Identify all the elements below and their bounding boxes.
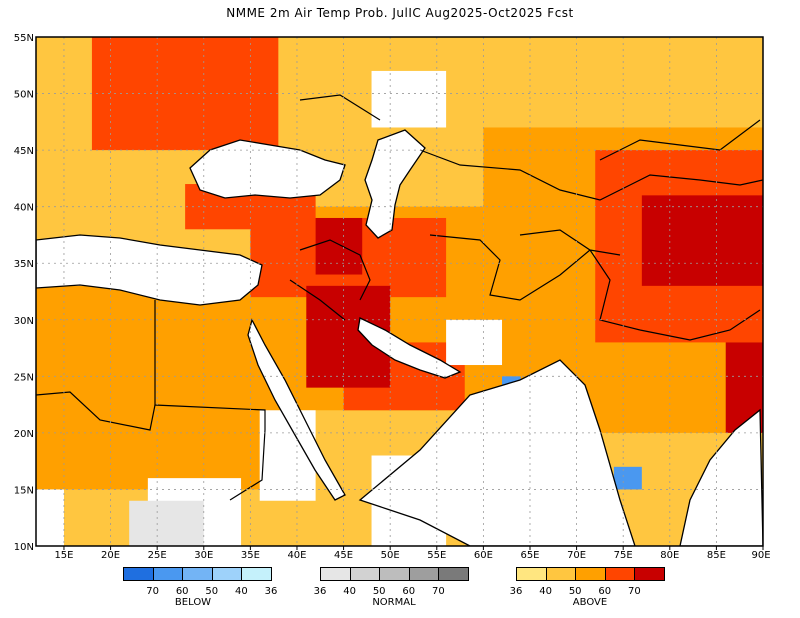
legend-label-below-2: 50 xyxy=(205,586,219,597)
lon-tick-label: 50E xyxy=(381,550,400,561)
legend-label-below-1: 60 xyxy=(175,586,189,597)
lon-tick-label: 20E xyxy=(101,550,120,561)
legend-label-normal-4: 70 xyxy=(432,586,445,597)
legend-swatch-normal-1 xyxy=(349,567,381,581)
legend-label-normal-3: 60 xyxy=(402,586,416,597)
legend-swatch-above-4 xyxy=(634,567,665,581)
legend-label-normal-0: 36 xyxy=(313,586,327,597)
lat-tick-label: 50N xyxy=(14,90,34,101)
legend-swatch-below-2 xyxy=(182,567,213,581)
legend-label-below-3: 40 xyxy=(235,586,248,597)
lon-tick-label: 80E xyxy=(660,550,679,561)
legend-label-below-4: 36 xyxy=(264,586,278,597)
legend-swatch-above-1 xyxy=(545,567,577,581)
legend-below: 70 60 50 40 36 BELOW xyxy=(123,567,277,617)
legend-caption-above: ABOVE xyxy=(572,597,608,608)
legend-label-above-3: 60 xyxy=(598,586,612,597)
lon-tick-label: 55E xyxy=(427,550,446,561)
lat-tick-label: 25N xyxy=(14,372,34,383)
lat-tick-label: 30N xyxy=(14,316,34,327)
lon-tick-label: 15E xyxy=(54,550,73,561)
lon-tick-label: 65E xyxy=(520,550,539,561)
legend-caption-normal: NORMAL xyxy=(372,597,416,608)
lon-tick-label: 60E xyxy=(474,550,493,561)
lon-tick-label: 90E xyxy=(751,550,770,561)
lat-tick-label: 45N xyxy=(14,146,34,157)
legend-label-normal-2: 50 xyxy=(372,586,386,597)
legend-swatch-below-4 xyxy=(241,567,272,581)
bay-of-bengal-outline xyxy=(679,408,763,546)
lon-tick-label: 30E xyxy=(194,550,213,561)
legend-swatch-below-1 xyxy=(152,567,184,581)
legend-above: 36 40 50 60 70 ABOVE xyxy=(510,567,665,617)
mediterranean-outline xyxy=(36,234,263,306)
no-signal-region-0 xyxy=(36,489,64,546)
legend-swatch-below-3 xyxy=(211,567,243,581)
axis-labels: 15E 20E 25E 30E 35E 40E 45E 50E 55E 60E 65E 70E 75E 8… xyxy=(14,33,771,561)
lat-tick-label: 35N xyxy=(14,259,34,270)
legend-label-normal-1: 40 xyxy=(343,586,356,597)
legend-label-above-2: 50 xyxy=(568,586,582,597)
field-region-above-1 xyxy=(315,217,363,275)
field-region-below-17 xyxy=(613,466,642,490)
legend-swatch-normal-3 xyxy=(408,567,440,581)
no-signal-region-4 xyxy=(371,70,447,128)
lon-tick-label: 35E xyxy=(241,550,260,561)
lon-tick-label: 85E xyxy=(707,550,726,561)
lon-tick-label: 40E xyxy=(287,550,306,561)
legend-swatch-above-0 xyxy=(516,567,547,581)
legend-label-above-0: 36 xyxy=(509,586,523,597)
legend-swatch-normal-0 xyxy=(320,567,351,581)
lat-tick-label: 55N xyxy=(14,33,34,44)
no-signal-region-5 xyxy=(446,319,503,366)
legend-swatch-above-2 xyxy=(575,567,606,581)
lat-tick-label: 40N xyxy=(14,203,34,214)
lat-tick-label: 10N xyxy=(14,542,34,553)
borders xyxy=(36,94,763,501)
lon-tick-label: 75E xyxy=(614,550,633,561)
legend-caption-below: BELOW xyxy=(174,597,212,608)
lon-tick-label: 70E xyxy=(567,550,586,561)
graticule xyxy=(36,37,763,546)
lat-tick-label: 15N xyxy=(14,485,34,496)
legend-swatch-above-3 xyxy=(604,567,636,581)
legend-swatch-below-0 xyxy=(123,567,154,581)
map-title: NMME 2m Air Temp Prob. JulIC Aug2025-Oct… xyxy=(226,6,574,20)
persian-gulf-outline xyxy=(357,317,462,379)
lat-tick-label: 20N xyxy=(14,429,34,440)
lon-tick-label: 25E xyxy=(148,550,167,561)
red-sea-outline xyxy=(247,318,346,501)
lon-tick-label: 45E xyxy=(334,550,353,561)
plot-frame xyxy=(35,36,764,547)
legend-normal: 36 40 50 60 70 NORMAL xyxy=(314,567,469,617)
legend-label-above-1: 40 xyxy=(539,586,552,597)
field-region-above-2 xyxy=(641,195,763,286)
coastlines xyxy=(36,94,763,546)
caspian-sea-outline xyxy=(364,129,426,239)
arabian-sea-outline xyxy=(358,359,636,546)
field-region-above-9 xyxy=(36,285,297,490)
legend-label-below-0: 70 xyxy=(146,586,159,597)
legend-swatch-normal-2 xyxy=(379,567,410,581)
field-region-normal-14 xyxy=(129,500,204,546)
legend-swatch-normal-4 xyxy=(438,567,469,581)
black-sea-outline xyxy=(189,139,346,199)
legend-label-above-4: 70 xyxy=(628,586,641,597)
